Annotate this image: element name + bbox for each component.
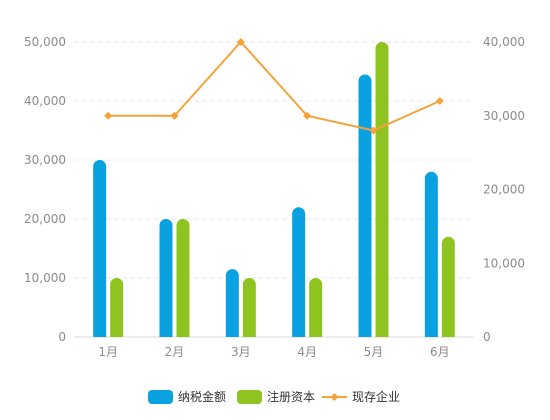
- left-tick-label: 20,000: [24, 212, 66, 226]
- bar-registered-capital[interactable]: [375, 42, 389, 338]
- left-tick-label: 40,000: [24, 94, 66, 108]
- bar-series: [93, 42, 455, 338]
- bar-tax-amount[interactable]: [424, 171, 438, 337]
- right-tick-label: 10,000: [483, 256, 525, 270]
- legend-label: 纳税金额: [178, 389, 226, 404]
- bar-tax-amount[interactable]: [225, 269, 239, 337]
- right-tick-label: 20,000: [483, 183, 525, 197]
- x-tick-label: 5月: [364, 345, 384, 359]
- line-point[interactable]: [303, 111, 312, 120]
- bar-tax-amount[interactable]: [93, 160, 107, 337]
- line-point[interactable]: [236, 38, 245, 46]
- bar-registered-capital[interactable]: [110, 278, 124, 337]
- right-axis-ticks: 0 10,000 20,000 30,000 40,000: [483, 35, 525, 344]
- right-tick-label: 30,000: [483, 109, 525, 123]
- legend-registered-capital[interactable]: 注册资本: [237, 389, 315, 404]
- x-axis-ticks: 1月 2月 3月 4月 5月 6月: [98, 345, 449, 359]
- legend-tax-amount[interactable]: 纳税金额: [148, 389, 226, 404]
- legend-label: 注册资本: [267, 389, 315, 404]
- line-point[interactable]: [369, 126, 378, 135]
- bar-tax-amount[interactable]: [292, 207, 306, 337]
- right-tick-label: 40,000: [483, 35, 525, 49]
- bar-registered-capital[interactable]: [441, 236, 455, 337]
- legend-swatch: [237, 390, 262, 404]
- line-point[interactable]: [170, 111, 179, 120]
- bar-tax-amount[interactable]: [159, 219, 173, 337]
- legend-existing-enterprises[interactable]: 现存企业: [322, 389, 400, 404]
- left-tick-label: 30,000: [24, 153, 66, 167]
- grid-lines: [75, 41, 473, 338]
- legend-swatch-marker: [330, 393, 339, 401]
- line-point[interactable]: [104, 111, 113, 120]
- x-tick-label: 6月: [430, 345, 450, 359]
- bar-tax-amount[interactable]: [358, 74, 372, 337]
- legend[interactable]: 纳税金额 注册资本 现存企业: [148, 389, 400, 404]
- right-tick-label: 0: [483, 330, 491, 344]
- bar-registered-capital[interactable]: [242, 278, 256, 337]
- bar-registered-capital[interactable]: [176, 219, 190, 337]
- legend-swatch: [148, 390, 173, 404]
- line-series: [104, 38, 444, 135]
- bar-registered-capital[interactable]: [309, 278, 323, 337]
- left-axis-ticks: 0 10,000 20,000 30,000 40,000 50,000: [24, 35, 66, 344]
- legend-label: 现存企业: [352, 389, 400, 404]
- line-point[interactable]: [435, 97, 444, 105]
- left-tick-label: 0: [58, 330, 66, 344]
- x-tick-label: 3月: [231, 345, 251, 359]
- line-existing-enterprises: [108, 40, 441, 132]
- x-tick-label: 2月: [165, 345, 185, 359]
- x-tick-label: 1月: [98, 345, 118, 359]
- x-tick-label: 4月: [297, 345, 317, 359]
- left-tick-label: 50,000: [24, 35, 66, 49]
- left-tick-label: 10,000: [24, 271, 66, 285]
